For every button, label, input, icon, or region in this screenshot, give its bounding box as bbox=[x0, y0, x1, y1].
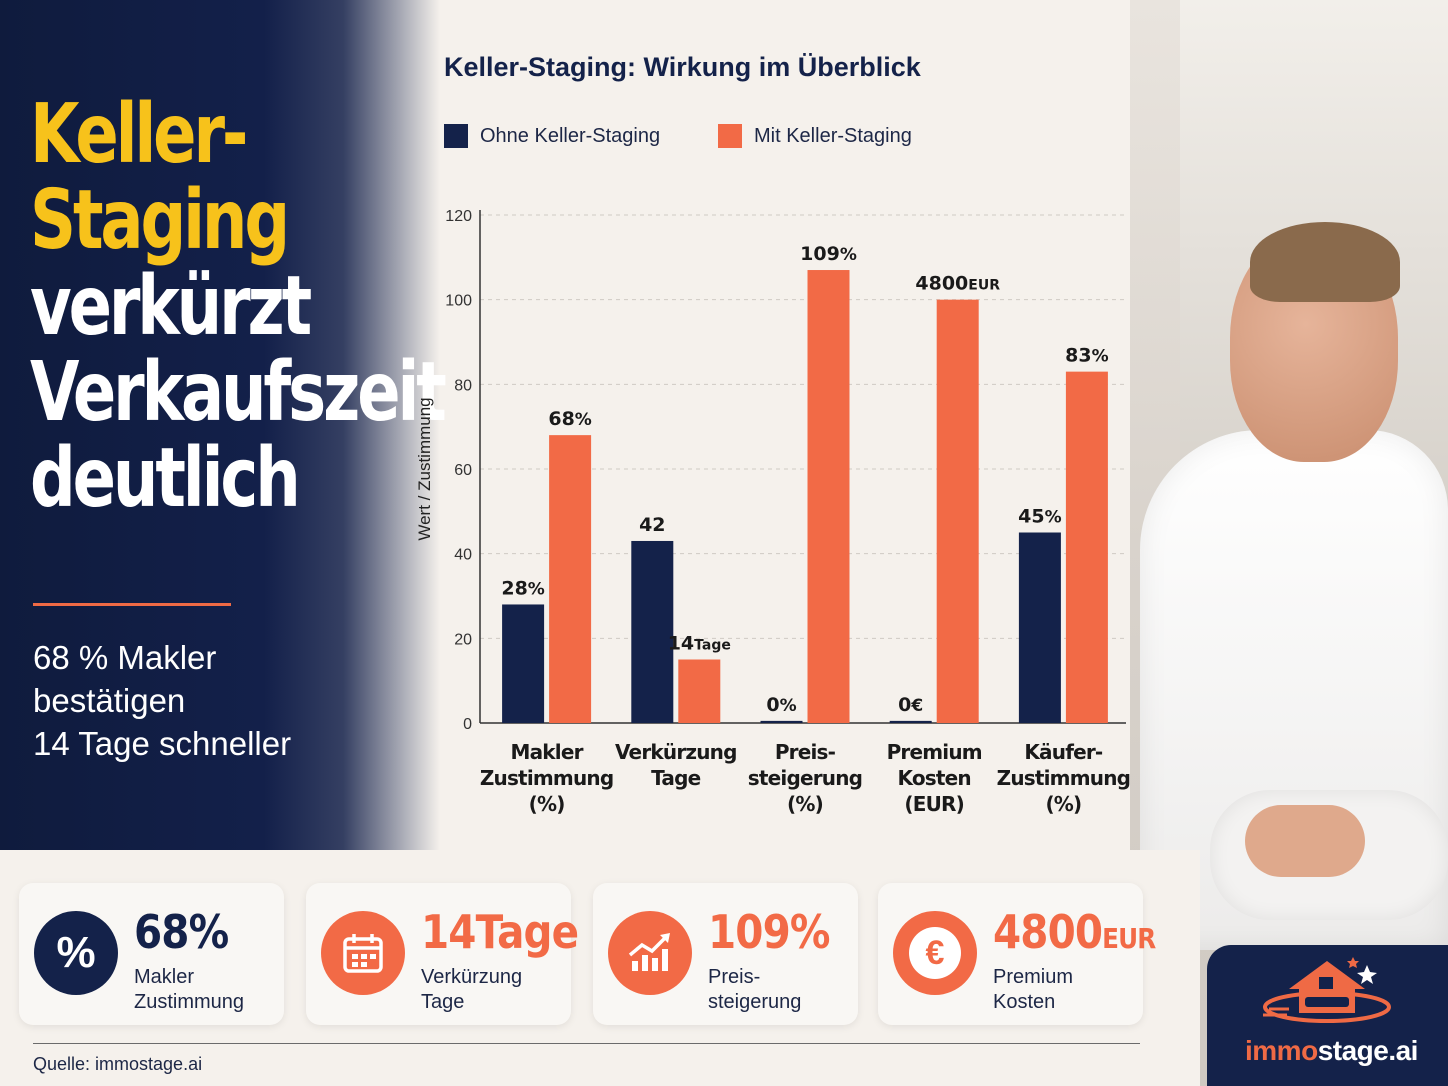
data-label: 0€ bbox=[898, 694, 923, 716]
kpi-card-verkuerzung: 14Tage Verkürzung Tage bbox=[306, 883, 579, 1025]
bar-ohne bbox=[889, 720, 932, 723]
bar-ohne bbox=[1018, 532, 1061, 723]
subheadline-line-2: bestätigen bbox=[33, 682, 186, 719]
kpi-value: 68% bbox=[134, 905, 229, 959]
y-tick-label: 0 bbox=[463, 716, 472, 733]
x-tick-label: Käufer-Zustimmung (%) bbox=[997, 740, 1131, 816]
data-label: 28% bbox=[501, 577, 545, 599]
data-label: 68% bbox=[548, 408, 592, 430]
logo-wordmark: immostage.ai bbox=[1245, 1035, 1418, 1066]
legend-label-ohne: Ohne Keller-Staging bbox=[480, 124, 661, 147]
calendar-icon bbox=[321, 911, 405, 995]
data-label: 14Tage bbox=[668, 633, 731, 655]
headline-line-2: Staging bbox=[30, 173, 290, 268]
x-tick-label: Premium Kosten (EUR) bbox=[887, 740, 982, 816]
person-hair bbox=[1250, 222, 1400, 302]
brand-logo: immostage.ai bbox=[1207, 945, 1448, 1086]
headline-line-3: verkürzt bbox=[30, 259, 312, 354]
legend-item-ohne: Ohne Keller-Staging bbox=[444, 124, 660, 148]
y-tick-label: 40 bbox=[454, 547, 472, 564]
kpi-card-premium: € 4800EUR Premium Kosten bbox=[878, 883, 1156, 1025]
kpi-value: 4800EUR bbox=[993, 905, 1156, 959]
source-divider bbox=[33, 1043, 1140, 1044]
data-label: 4800EUR bbox=[915, 273, 1000, 295]
kpi-label: Preis-steigerung bbox=[708, 966, 802, 1013]
person-hand bbox=[1245, 805, 1365, 877]
bar-ohne bbox=[631, 540, 674, 723]
data-label: 109% bbox=[800, 243, 857, 265]
bar-chart: 0 20 40 60 80 100 120 Wert / Zustimmung 28% 68% Ma… bbox=[415, 208, 1131, 816]
house-logo-icon bbox=[1263, 957, 1391, 1023]
chart-title: Keller-Staging: Wirkung im Überblick bbox=[444, 52, 921, 82]
euro-icon: € bbox=[893, 911, 977, 995]
legend-label-mit: Mit Keller-Staging bbox=[754, 124, 912, 147]
kpi-card-makler: % 68% Makler Zustimmung bbox=[19, 883, 284, 1025]
bar-ohne bbox=[760, 720, 803, 723]
headline-line-5: deutlich bbox=[30, 431, 301, 526]
hero-subheadline: 68 % Makler bestätigen 14 Tage schneller bbox=[33, 636, 413, 765]
source-text: Quelle: immostage.ai bbox=[33, 1054, 203, 1074]
hero-panel bbox=[0, 0, 440, 850]
growth-chart-icon bbox=[608, 911, 692, 995]
x-tick-label: Preis-steigerung (%) bbox=[748, 740, 862, 816]
legend-swatch-ohne bbox=[444, 124, 468, 148]
y-axis-label: Wert / Zustimmung bbox=[415, 397, 434, 540]
x-tick-label: Verkürzung Tage bbox=[615, 740, 737, 790]
data-label: 45% bbox=[1018, 506, 1062, 528]
kpi-label: Premium Kosten bbox=[993, 966, 1074, 1013]
bar-mit bbox=[807, 270, 850, 723]
headline-line-1: Keller- bbox=[30, 87, 248, 182]
subheadline-line-1: 68 % Makler bbox=[33, 639, 217, 676]
data-label: 42 bbox=[639, 514, 665, 536]
y-tick-label: 20 bbox=[454, 631, 472, 648]
bar-mit bbox=[549, 435, 592, 723]
kpi-label: Verkürzung Tage bbox=[421, 966, 523, 1013]
bar-mit bbox=[936, 299, 979, 723]
kpi-value: 14Tage bbox=[421, 905, 579, 959]
bar-mit bbox=[678, 659, 721, 723]
headline-line-4: Verkaufszeit bbox=[30, 345, 447, 440]
bar-mit bbox=[1065, 371, 1108, 723]
percent-icon: % bbox=[34, 911, 118, 995]
x-tick-label: Makler Zustimmung (%) bbox=[480, 740, 614, 816]
kpi-value: 109% bbox=[708, 905, 830, 959]
y-tick-label: 80 bbox=[454, 377, 472, 394]
kpi-card-preissteigerung: 109% Preis-steigerung bbox=[593, 883, 858, 1025]
y-tick-label: 60 bbox=[454, 462, 472, 479]
y-tick-label: 100 bbox=[445, 293, 472, 310]
bar-ohne bbox=[502, 604, 545, 723]
data-label: 83% bbox=[1065, 345, 1109, 367]
subheadline-line-3: 14 Tage schneller bbox=[33, 725, 292, 762]
y-tick-label: 120 bbox=[445, 208, 472, 225]
hero-divider bbox=[33, 603, 231, 606]
data-label: 0% bbox=[766, 694, 796, 716]
legend-swatch-mit bbox=[718, 124, 742, 148]
kpi-label: Makler Zustimmung bbox=[134, 966, 245, 1013]
hero-headline: Keller- Staging verkürzt Verkaufszeit de… bbox=[30, 87, 447, 526]
legend-item-mit: Mit Keller-Staging bbox=[718, 124, 912, 148]
